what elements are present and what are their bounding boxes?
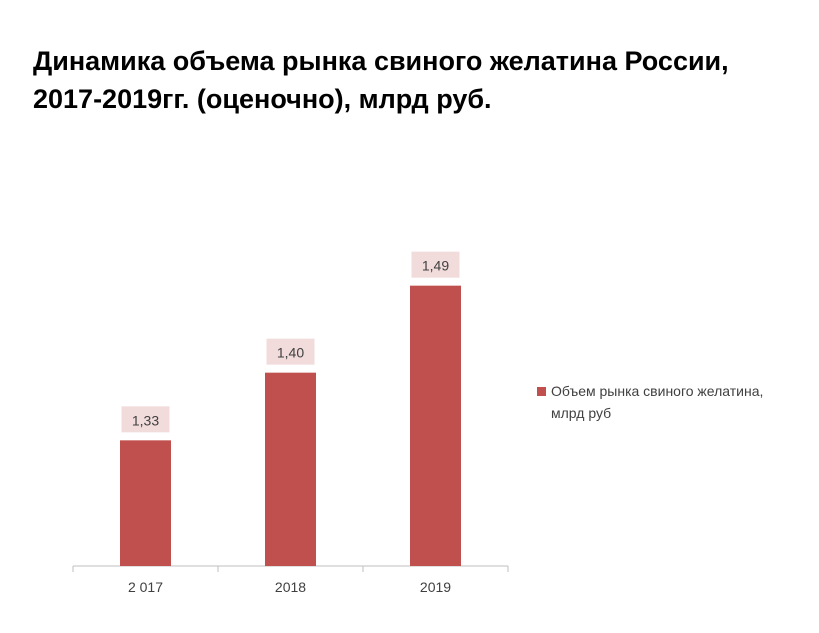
bar (410, 285, 461, 566)
bar (265, 372, 316, 566)
chart-title-line-2: 2017-2019гг. (оценочно), млрд руб. (33, 84, 492, 114)
x-tick-label: 2019 (420, 579, 451, 595)
data-label-background (411, 251, 460, 278)
x-tick-label: 2 017 (128, 579, 163, 595)
legend-label: Объем рынка свиного желатина, млрд руб (551, 383, 764, 421)
data-label: 1,33 (132, 412, 159, 428)
legend-swatch (537, 387, 546, 396)
x-tick-label: 2018 (275, 579, 306, 595)
data-label: 1,49 (422, 258, 449, 274)
bar (120, 440, 171, 566)
chart-title-line-1: Динамика объема рынка свиного желатина Р… (33, 46, 729, 76)
data-label: 1,40 (277, 345, 304, 361)
chart-title: Динамика объема рынка свиного желатина Р… (33, 42, 803, 118)
data-label-background (121, 406, 170, 433)
legend: Объем рынка свиного желатина, млрд руб (537, 380, 787, 424)
data-label-background (266, 338, 315, 365)
